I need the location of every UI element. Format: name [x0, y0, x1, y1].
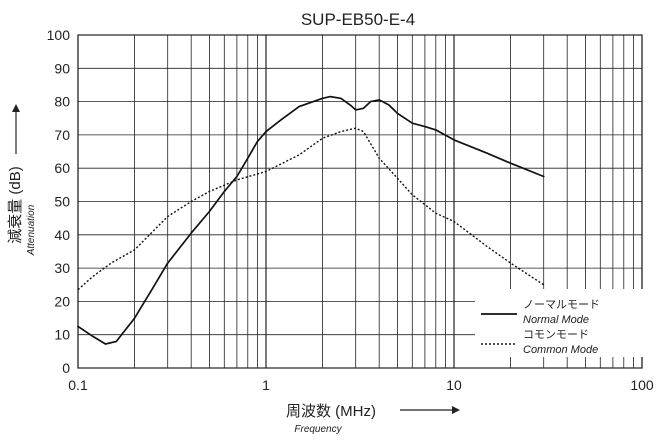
series-line-common-mode	[77, 127, 545, 291]
x-axis-sublabel: Frequency	[294, 424, 342, 435]
y-tick-label: 50	[54, 194, 70, 210]
y-tick-label: 30	[54, 260, 70, 276]
y-tick-label: 10	[54, 327, 70, 343]
tick-labels: 0 10 20 30 40 50 60 70 80 90 100 0.1 1 10 100	[47, 27, 654, 393]
legend-box	[475, 289, 647, 357]
y-tick-label: 70	[54, 127, 70, 143]
legend-sublabel: Normal Mode	[523, 314, 589, 326]
y-tick-label: 90	[54, 60, 70, 76]
x-axis-label: 周波数 (MHz)	[286, 403, 376, 420]
legend-sublabel: Common Mode	[523, 344, 598, 356]
x-tick-label: 0.1	[68, 377, 88, 393]
x-tick-label: 1	[262, 377, 270, 393]
y-tick-label: 100	[47, 27, 71, 43]
x-axis-arrow	[400, 406, 460, 414]
y-tick-label: 40	[54, 227, 70, 243]
legend-label: ノーマルモード	[523, 299, 600, 311]
y-axis-arrow	[12, 104, 20, 154]
legend-label: コモンモード	[523, 329, 589, 341]
series-line-normal-mode	[77, 95, 545, 345]
y-axis-sublabel: Attenuation	[26, 204, 37, 256]
y-tick-label: 0	[62, 360, 70, 376]
legend: ノーマルモード Normal Mode コモンモード Common Mode	[481, 299, 600, 356]
y-axis-label: 減衰量 (dB)	[7, 166, 24, 244]
series-layer	[77, 95, 545, 345]
x-tick-label: 100	[630, 377, 654, 393]
x-tick-label: 10	[446, 377, 462, 393]
y-tick-label: 20	[54, 293, 70, 309]
chart-title: SUP-EB50-E-4	[301, 10, 415, 29]
y-tick-label: 60	[54, 160, 70, 176]
plot-frame	[77, 34, 643, 369]
y-tick-label: 80	[54, 94, 70, 110]
